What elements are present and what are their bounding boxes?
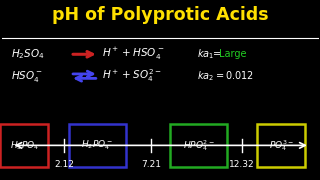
Text: $H^+ + HSO_4^-$: $H^+ + HSO_4^-$: [102, 46, 164, 62]
Text: =: =: [213, 49, 224, 59]
Text: $ka_2 = 0.012$: $ka_2 = 0.012$: [197, 69, 254, 83]
FancyBboxPatch shape: [0, 124, 48, 167]
Text: 7.21: 7.21: [141, 160, 161, 169]
Text: $H_3PO_4$: $H_3PO_4$: [10, 139, 39, 152]
Text: 12.32: 12.32: [229, 160, 254, 169]
FancyBboxPatch shape: [68, 124, 126, 167]
Text: $ka_1$: $ka_1$: [197, 47, 214, 61]
Text: 2.12: 2.12: [54, 160, 74, 169]
Text: $H^+ + SO_4^{2-}$: $H^+ + SO_4^{2-}$: [102, 68, 161, 84]
Text: $HPO_4^{2-}$: $HPO_4^{2-}$: [183, 138, 215, 153]
Text: $H_2SO_4$: $H_2SO_4$: [12, 47, 45, 61]
Text: pH of Polyprotic Acids: pH of Polyprotic Acids: [52, 6, 269, 24]
FancyBboxPatch shape: [170, 124, 227, 167]
Text: $PO_4^{3-}$: $PO_4^{3-}$: [269, 138, 294, 153]
Text: Large: Large: [219, 49, 247, 59]
FancyBboxPatch shape: [257, 124, 305, 167]
Text: $HSO_4^-$: $HSO_4^-$: [12, 69, 44, 84]
Text: $H_2PO_4^-$: $H_2PO_4^-$: [81, 139, 113, 152]
